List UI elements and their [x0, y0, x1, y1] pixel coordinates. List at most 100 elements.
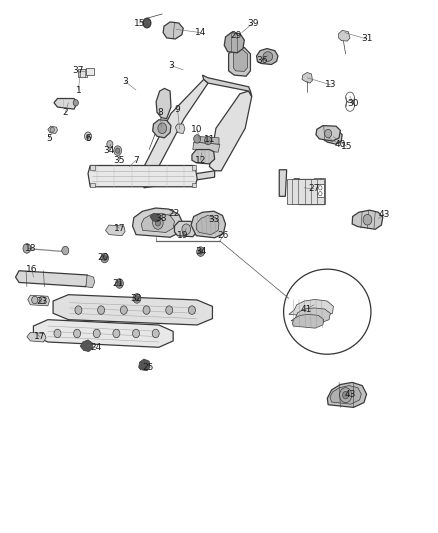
Text: 35: 35: [113, 156, 124, 165]
Circle shape: [343, 391, 349, 399]
Circle shape: [152, 216, 163, 229]
Text: 40: 40: [335, 140, 346, 149]
Text: 6: 6: [85, 134, 91, 143]
Polygon shape: [327, 382, 367, 407]
Text: 23: 23: [36, 297, 48, 306]
Polygon shape: [193, 142, 220, 152]
Circle shape: [143, 306, 150, 314]
Polygon shape: [80, 340, 92, 352]
Text: 13: 13: [325, 80, 336, 89]
Circle shape: [363, 214, 372, 225]
Text: 38: 38: [155, 214, 167, 223]
Polygon shape: [196, 215, 219, 235]
Polygon shape: [15, 271, 89, 287]
Text: 15: 15: [134, 19, 145, 28]
Circle shape: [116, 148, 120, 154]
Polygon shape: [330, 385, 361, 404]
Polygon shape: [48, 126, 57, 134]
Text: 17: 17: [114, 224, 125, 233]
Polygon shape: [279, 169, 287, 196]
Circle shape: [143, 18, 151, 28]
Polygon shape: [316, 126, 340, 141]
Circle shape: [158, 123, 166, 134]
Circle shape: [155, 220, 160, 226]
Text: 34: 34: [103, 146, 115, 155]
Polygon shape: [174, 221, 196, 237]
Text: 18: 18: [25, 244, 36, 253]
Text: 15: 15: [341, 142, 352, 151]
Polygon shape: [323, 130, 342, 144]
Text: 19: 19: [177, 231, 189, 240]
Text: 7: 7: [133, 156, 139, 165]
Polygon shape: [156, 88, 171, 119]
Text: 27: 27: [308, 184, 320, 193]
Circle shape: [194, 135, 201, 143]
Polygon shape: [144, 171, 215, 188]
Polygon shape: [28, 295, 49, 306]
Text: 33: 33: [208, 215, 219, 224]
Circle shape: [135, 296, 139, 301]
Polygon shape: [192, 150, 215, 164]
Polygon shape: [291, 308, 330, 324]
Text: 30: 30: [348, 99, 359, 108]
Text: 24: 24: [90, 343, 102, 352]
Polygon shape: [163, 22, 183, 39]
Text: 22: 22: [169, 209, 180, 218]
Bar: [314, 178, 325, 204]
Text: 17: 17: [34, 332, 46, 341]
Circle shape: [114, 146, 122, 156]
Bar: [86, 68, 94, 75]
Circle shape: [32, 296, 38, 304]
Polygon shape: [139, 359, 150, 370]
Circle shape: [152, 329, 159, 338]
Polygon shape: [292, 314, 324, 328]
Polygon shape: [257, 49, 278, 64]
Polygon shape: [289, 300, 333, 317]
Polygon shape: [287, 179, 324, 204]
Text: 10: 10: [191, 125, 203, 134]
Text: 31: 31: [361, 35, 372, 44]
Circle shape: [120, 306, 127, 314]
Text: 1: 1: [75, 85, 81, 94]
Circle shape: [98, 306, 105, 314]
Circle shape: [102, 255, 107, 261]
Text: 43: 43: [378, 210, 390, 219]
Circle shape: [205, 136, 212, 145]
Circle shape: [86, 134, 90, 139]
Circle shape: [113, 329, 120, 338]
Polygon shape: [141, 213, 174, 232]
Circle shape: [182, 224, 191, 235]
Polygon shape: [90, 165, 95, 169]
Circle shape: [85, 132, 92, 141]
Circle shape: [101, 253, 109, 263]
Polygon shape: [54, 99, 77, 109]
Circle shape: [116, 279, 124, 288]
Circle shape: [50, 127, 54, 133]
Circle shape: [39, 296, 45, 304]
Polygon shape: [86, 275, 95, 288]
Text: 16: 16: [26, 265, 38, 274]
Polygon shape: [175, 124, 185, 134]
Polygon shape: [352, 210, 383, 229]
Polygon shape: [233, 50, 247, 71]
Circle shape: [133, 329, 140, 338]
Polygon shape: [192, 165, 196, 169]
Bar: [78, 69, 87, 77]
Text: 34: 34: [195, 247, 206, 256]
Circle shape: [117, 281, 122, 286]
Polygon shape: [224, 33, 244, 53]
Polygon shape: [53, 295, 212, 325]
Circle shape: [133, 294, 141, 303]
Polygon shape: [33, 320, 173, 348]
Polygon shape: [90, 182, 95, 187]
Text: 41: 41: [300, 304, 312, 313]
Circle shape: [188, 306, 195, 314]
Circle shape: [74, 329, 81, 338]
Text: 37: 37: [73, 67, 84, 75]
Polygon shape: [229, 47, 251, 76]
Text: 20: 20: [98, 254, 109, 262]
Text: 21: 21: [112, 279, 124, 288]
Polygon shape: [202, 75, 252, 96]
Text: 5: 5: [46, 134, 52, 143]
Polygon shape: [292, 179, 299, 204]
